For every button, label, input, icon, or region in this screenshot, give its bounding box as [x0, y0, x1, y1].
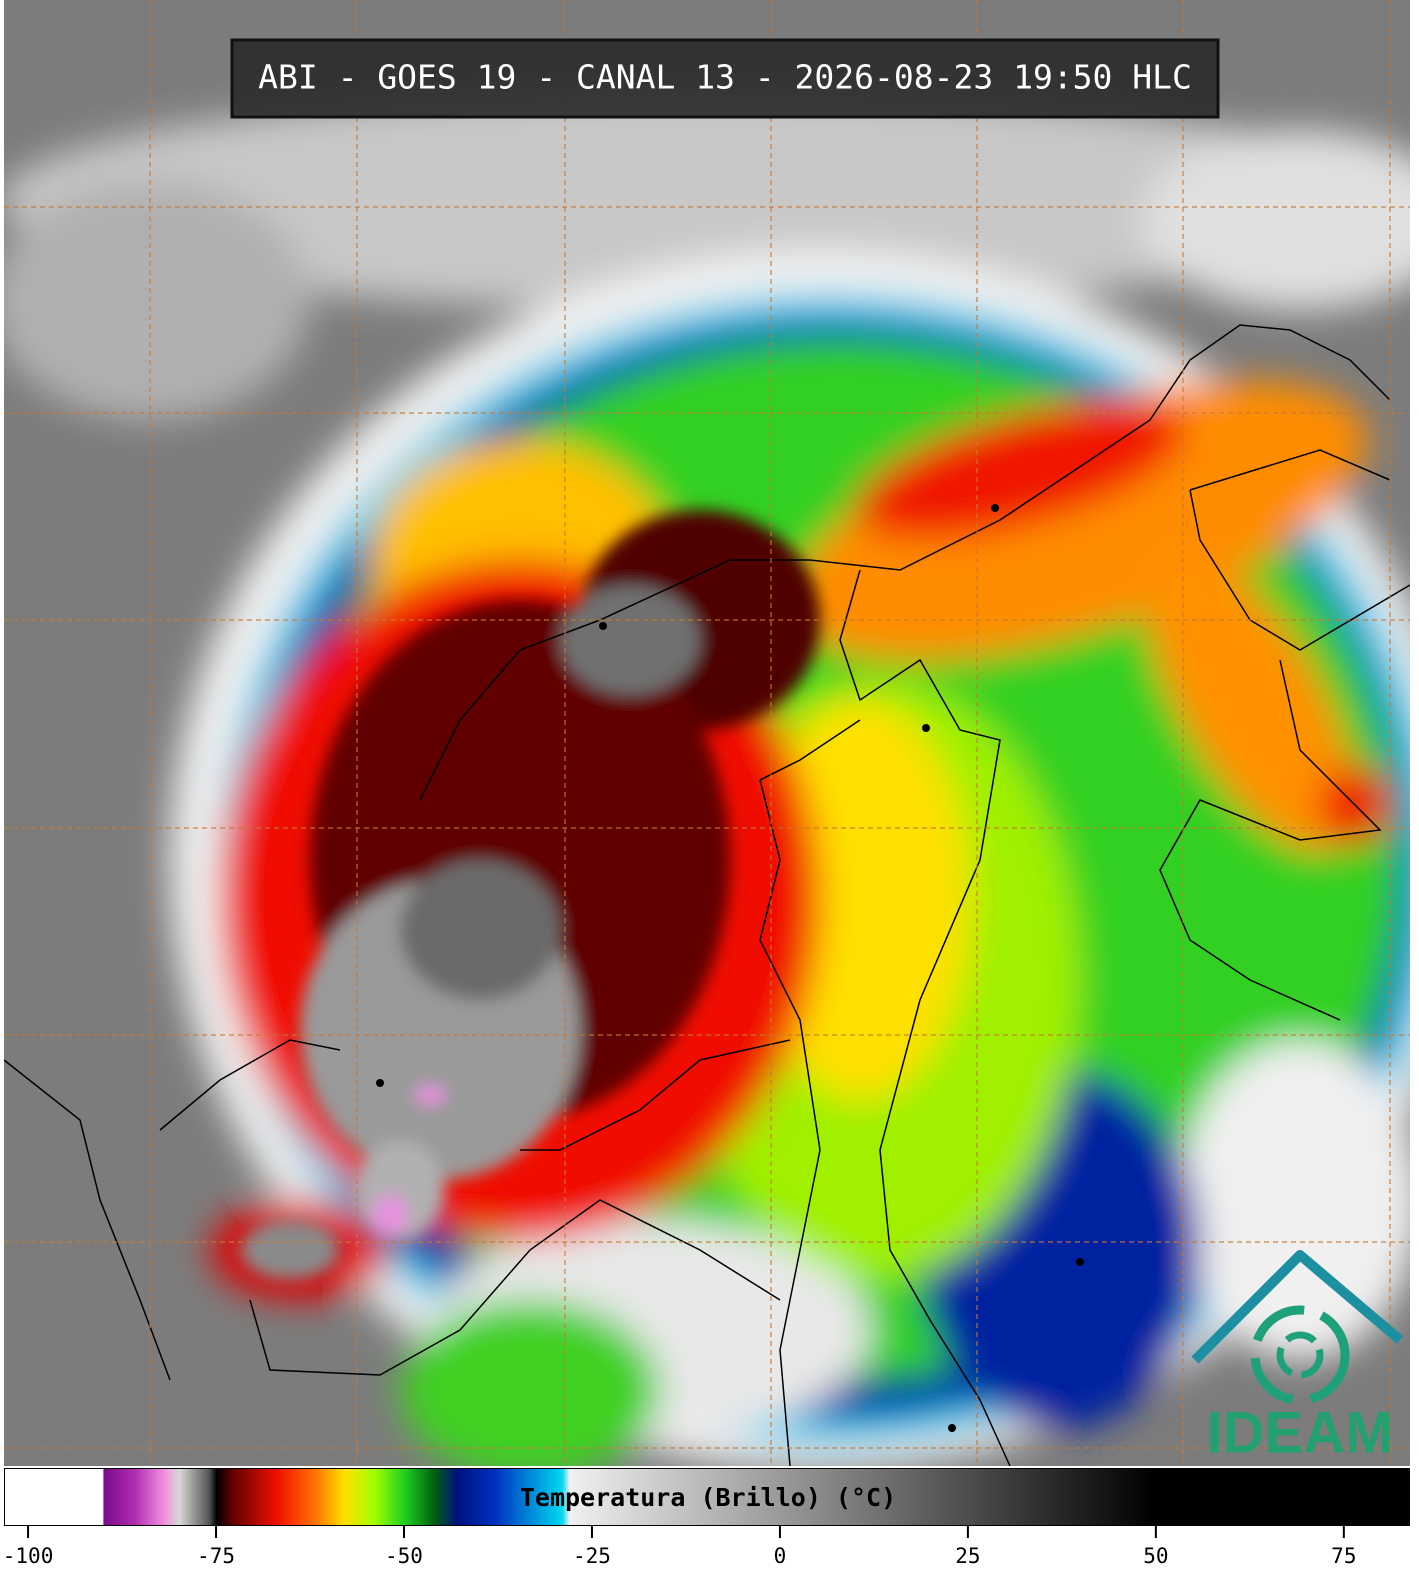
logo-text: IDEAM — [1207, 1400, 1394, 1465]
map-image — [4, 0, 1410, 1466]
x-tick-label: -25 — [573, 1544, 611, 1568]
title-box — [230, 38, 1220, 119]
x-tick-label: 0 — [774, 1544, 787, 1568]
x-tick-label: 25 — [955, 1544, 980, 1568]
x-tick-label: -100 — [3, 1544, 54, 1568]
x-tick-label: -50 — [385, 1544, 423, 1568]
x-tick-label: -75 — [197, 1544, 235, 1568]
map-title: ABI - GOES 19 - CANAL 13 - 2026-08-23 19… — [258, 58, 1192, 97]
x-tick-label: 75 — [1331, 1544, 1356, 1568]
colorbar-label: Temperatura (Brillo) (°C) — [520, 1483, 896, 1512]
logo: IDEAM — [1191, 1250, 1404, 1465]
colorbar — [5, 1469, 1409, 1525]
x-tick-label: 50 — [1143, 1544, 1168, 1568]
